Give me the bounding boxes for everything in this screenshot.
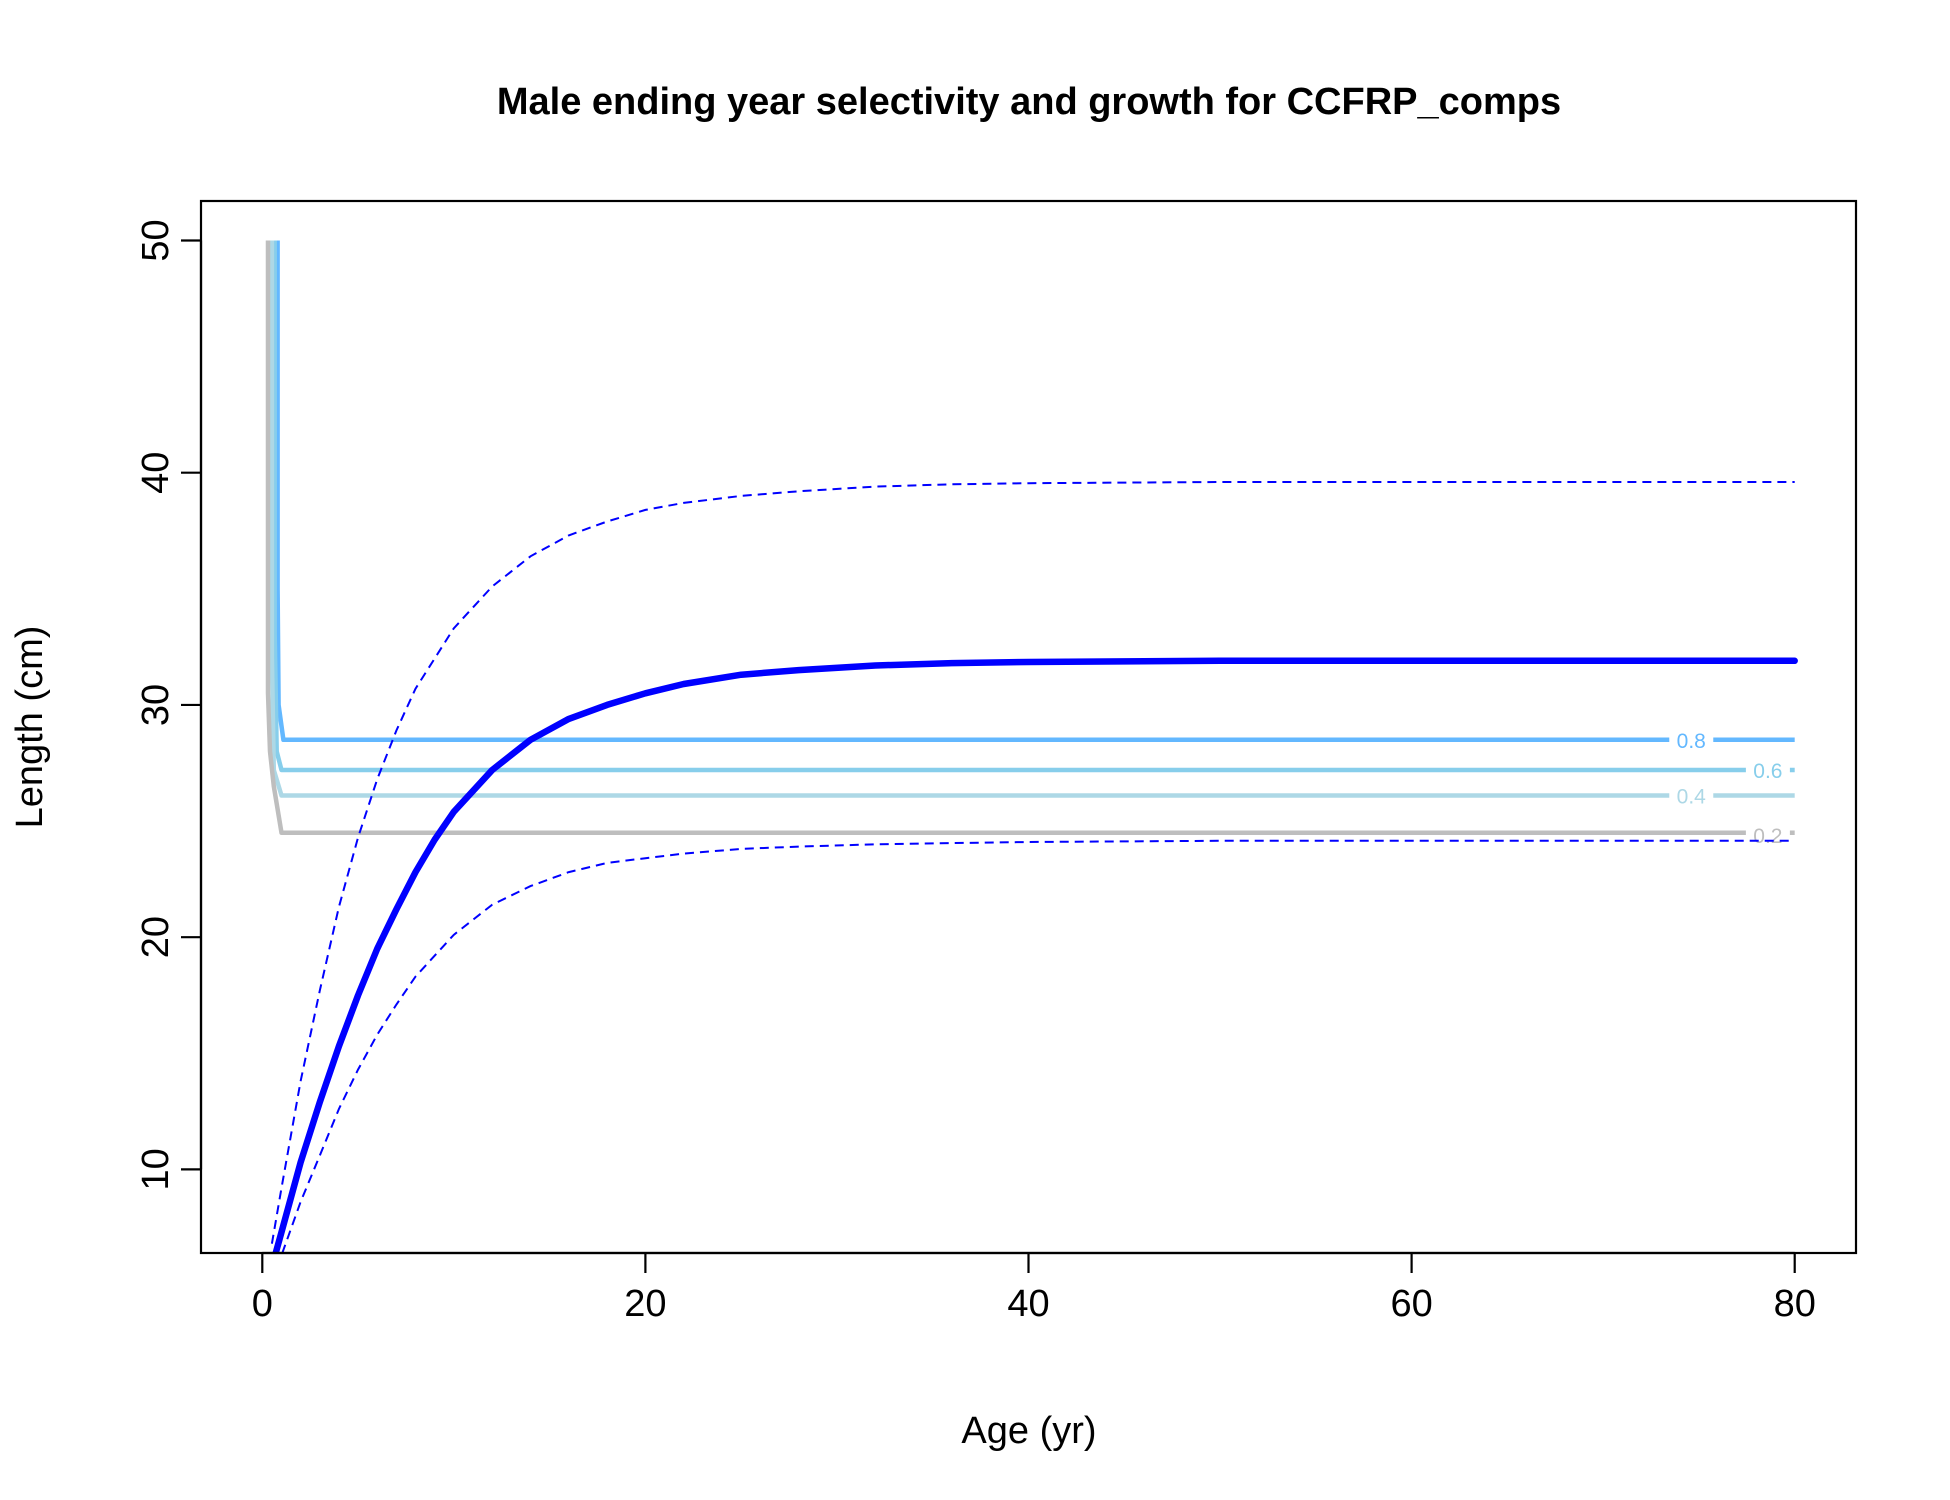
x-tick-label: 40 [1007,1283,1049,1325]
y-axis-label: Length (cm) [9,626,51,829]
growth-curve [272,657,1798,1253]
x-tick-label: 80 [1774,1283,1816,1325]
x-tick-label: 60 [1390,1283,1432,1325]
contour-label-bg-0-6 [1745,758,1790,781]
y-axis: 10 20 30 40 50 [135,219,203,1191]
y-tick-label: 50 [135,219,177,261]
growth-upper-interval [270,481,1795,1244]
contour-label-0-4: 0.4 [1677,786,1707,809]
y-tick-label: 40 [135,452,177,494]
y-tick-label: 30 [135,684,177,726]
chart-title: Male ending year selectivity and growth … [497,81,1561,123]
selectivity-contour-0-6 [272,240,1795,773]
selectivity-contour-0-2 [265,240,1795,835]
y-tick-label: 10 [135,1148,177,1190]
growth-lower-interval [281,839,1795,1253]
contour-label-bg-0-4 [1669,784,1714,807]
plot-frame [199,199,1858,1255]
x-axis-label: Age (yr) [961,1410,1096,1452]
y-tick-label: 20 [135,916,177,958]
x-tick-label: 0 [252,1283,273,1325]
selectivity-contour-0-4 [269,240,1795,798]
x-tick-label: 20 [624,1283,666,1325]
x-axis: 0 20 40 60 80 [252,1251,1816,1325]
contour-label-0-8: 0.8 [1677,730,1706,753]
contour-label-bg-0-8 [1669,728,1714,751]
plot-area: 0.8 0.6 0.4 0.2 [265,240,1798,1253]
contour-label-0-6: 0.6 [1753,760,1782,783]
selectivity-contour-0-8 [275,240,1795,743]
contour-label-0-2: 0.2 [1753,825,1782,848]
